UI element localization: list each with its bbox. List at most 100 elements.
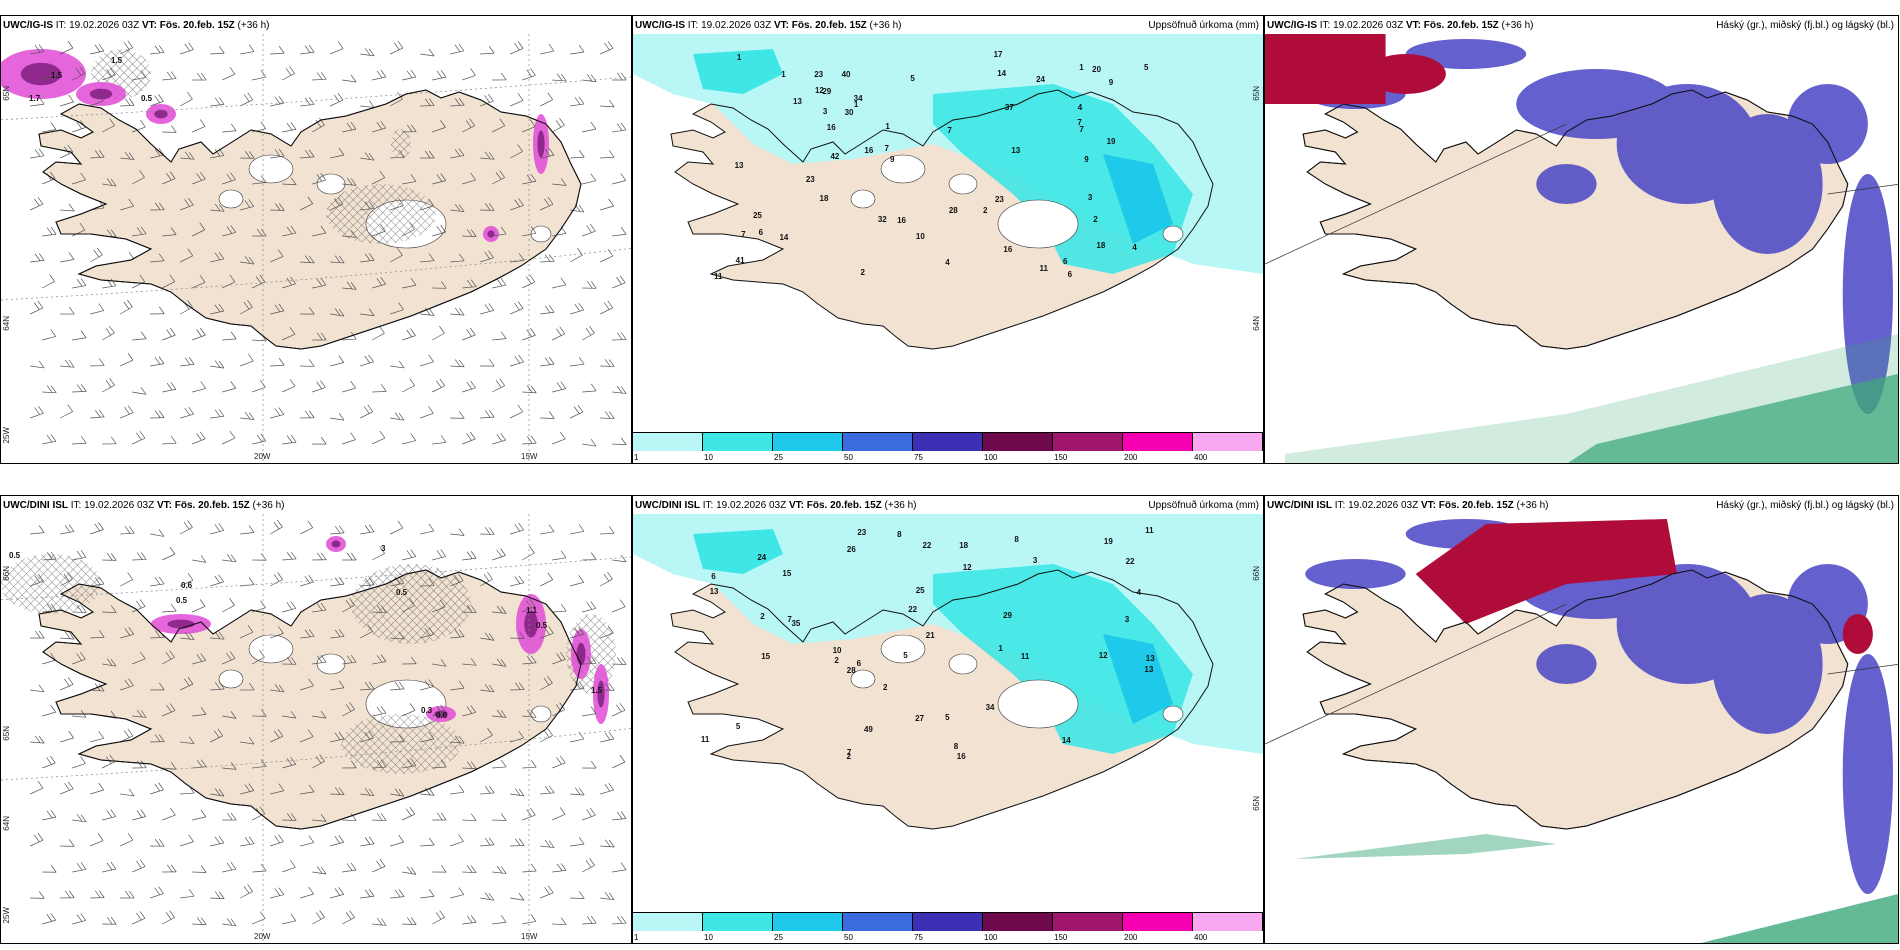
- precip-amount-label: 7: [741, 230, 746, 240]
- panel-dini-precip: 2 2 12 25 15 10 7 5 4 3 27 24 13 34 35 29 19 21 23 16 28 49 11…: [632, 495, 1264, 944]
- map-canvas: [1, 514, 631, 943]
- contour-value-label: 3: [381, 544, 386, 553]
- precip-amount-label: 7: [787, 614, 792, 624]
- panel-title: UWC/DINI ISL IT: 19.02.2026 03Z VT: Fös.…: [3, 500, 285, 511]
- precip-amount-label: 5: [945, 713, 950, 723]
- valid-time-label: VT:: [788, 500, 804, 511]
- init-time: IT: 19.02.2026 03Z: [53, 20, 142, 31]
- colorbar-segment: 200: [1123, 433, 1193, 462]
- precip-amount-label: 1: [736, 52, 742, 62]
- model-name: UWC/IG-IS: [3, 20, 53, 31]
- contour-value-label: 0.5: [176, 596, 188, 605]
- precip-amount-label: 24: [757, 553, 767, 563]
- lead-time: (+36 h): [884, 500, 917, 511]
- colorbar-segment: 1: [633, 433, 703, 462]
- field-description: Uppsöfnuð úrkoma (mm): [1148, 500, 1259, 511]
- valid-time-label: VT:: [1405, 20, 1421, 31]
- precip-amount-label: 24: [1036, 74, 1045, 84]
- lead-time: (+36 h): [252, 500, 285, 511]
- latitude-label: 64N: [2, 316, 11, 331]
- colorbar-segment: 10: [703, 433, 773, 462]
- precip-amount-label: 9: [1084, 154, 1089, 164]
- colorbar-tick-label: 400: [1194, 933, 1208, 942]
- panel-dini-cloud: UWC/DINI ISL IT: 19.02.2026 03Z VT: Fös.…: [1264, 495, 1899, 944]
- longitude-label: 15W: [521, 452, 538, 461]
- contour-value-label: 0.5: [536, 621, 548, 630]
- precip-amount-label: 11: [1145, 526, 1154, 536]
- glacier-areas: [850, 154, 1184, 249]
- colorbar-tick-label: 75: [914, 453, 923, 462]
- panel-igis-wind: 1.5 1.5 1.7 0.5 20W 15W 65N 64N 25W UWC/IG-IS IT:…: [0, 15, 632, 464]
- panel-igis-precip: 20 29 5 3 4 4 1 6 16 25 28 37 41 32 19 11 13 23 30 24 16 23 9 6…: [632, 15, 1264, 464]
- precip-amount-label: 9: [1108, 77, 1114, 87]
- colorbar-tick-label: 100: [984, 453, 998, 462]
- precip-amount-label: 7: [1077, 117, 1082, 127]
- panel-title: UWC/IG-IS IT: 19.02.2026 03Z VT: Fös. 20…: [1267, 20, 1534, 31]
- precip-amount-label: 25: [752, 211, 762, 221]
- precip-amount-label: 12: [814, 85, 824, 95]
- icing-areas: [1, 49, 549, 242]
- precip-amount-label: 28: [948, 205, 958, 215]
- colorbar-tick-label: 50: [844, 933, 853, 942]
- longitude-label: 20W: [254, 452, 271, 461]
- precip-amount-label: 22: [1125, 556, 1135, 566]
- precip-amount-label: 3: [1087, 192, 1093, 202]
- precip-amount-label: 27: [915, 713, 925, 723]
- init-time: IT: 19.02.2026 03Z: [1332, 500, 1421, 511]
- contour-value-label: 0.6: [181, 581, 193, 590]
- colorbar-tick-label: 100: [984, 933, 998, 942]
- valid-time: Fös. 20.feb. 15Z: [803, 500, 885, 511]
- precip-amount-label: 12: [962, 562, 972, 572]
- glacier-areas: [218, 634, 552, 729]
- colorbar-segment: 400: [1193, 913, 1263, 942]
- precip-amount-label: 6: [758, 228, 764, 238]
- precip-amount-label: 18: [1096, 241, 1106, 251]
- valid-time-label: VT:: [141, 20, 157, 31]
- map-canvas: [1265, 514, 1898, 943]
- colorbar-segment: 1: [633, 913, 703, 942]
- map-canvas: [1265, 34, 1898, 463]
- latitude-label: 65N: [2, 86, 11, 101]
- colorbar-tick-label: 200: [1124, 933, 1138, 942]
- precip-amount-label: 13: [734, 160, 744, 170]
- corner-longitude-label: 25W: [2, 906, 11, 923]
- colorbar-segment: 100: [983, 433, 1053, 462]
- map-canvas: [633, 34, 1263, 463]
- precip-amount-label: 18: [959, 541, 969, 551]
- panel-title: UWC/DINI ISL IT: 19.02.2026 03Z VT: Fös.…: [635, 500, 917, 511]
- colorbar-tick-label: 10: [704, 933, 713, 942]
- colorbar-tick-label: 25: [774, 933, 783, 942]
- precip-amount-label: 16: [897, 215, 906, 225]
- precip-amount-label: 23: [994, 195, 1004, 205]
- latitude-label: 64N: [2, 816, 11, 831]
- precip-amount-label: 1: [1079, 62, 1084, 72]
- precip-amount-label: 3: [1032, 556, 1038, 566]
- precip-amount-label: 1: [853, 99, 859, 109]
- precip-amount-label: 40: [841, 69, 851, 79]
- latitude-label: 65N: [2, 726, 11, 741]
- contour-value-label: 0.5: [141, 94, 153, 103]
- precip-amount-label: 3: [822, 106, 828, 116]
- wind-barbs: [30, 519, 627, 927]
- valid-time-label: VT:: [156, 500, 172, 511]
- contour-value-label: 1.5: [591, 686, 603, 695]
- precip-amount-label: 8: [1014, 535, 1019, 545]
- precip-amount-label: 37: [1004, 102, 1014, 112]
- precip-amount-label: 26: [846, 544, 856, 554]
- valid-time-label: VT:: [1420, 500, 1436, 511]
- colorbar-segment: 25: [773, 913, 843, 942]
- precip-amount-label: 14: [997, 69, 1007, 79]
- latitude-label: 66N: [2, 566, 11, 581]
- precip-amount-label: 23: [814, 69, 824, 79]
- contour-value-label: 1.1: [526, 606, 538, 615]
- precip-amount-label: 7: [1079, 124, 1084, 134]
- precip-field: [633, 514, 1263, 754]
- valid-time-label: VT:: [773, 20, 789, 31]
- lead-time: (+36 h): [1516, 500, 1549, 511]
- init-time: IT: 19.02.2026 03Z: [685, 20, 774, 31]
- longitude-label: 15W: [521, 932, 538, 941]
- field-description: Háský (gr.), miðský (fj.bl.) og lágský (…: [1716, 500, 1894, 511]
- precip-amount-label: 18: [819, 193, 829, 203]
- precip-amount-label: 4: [1132, 243, 1137, 253]
- precip-amount-label: 4: [1077, 103, 1083, 113]
